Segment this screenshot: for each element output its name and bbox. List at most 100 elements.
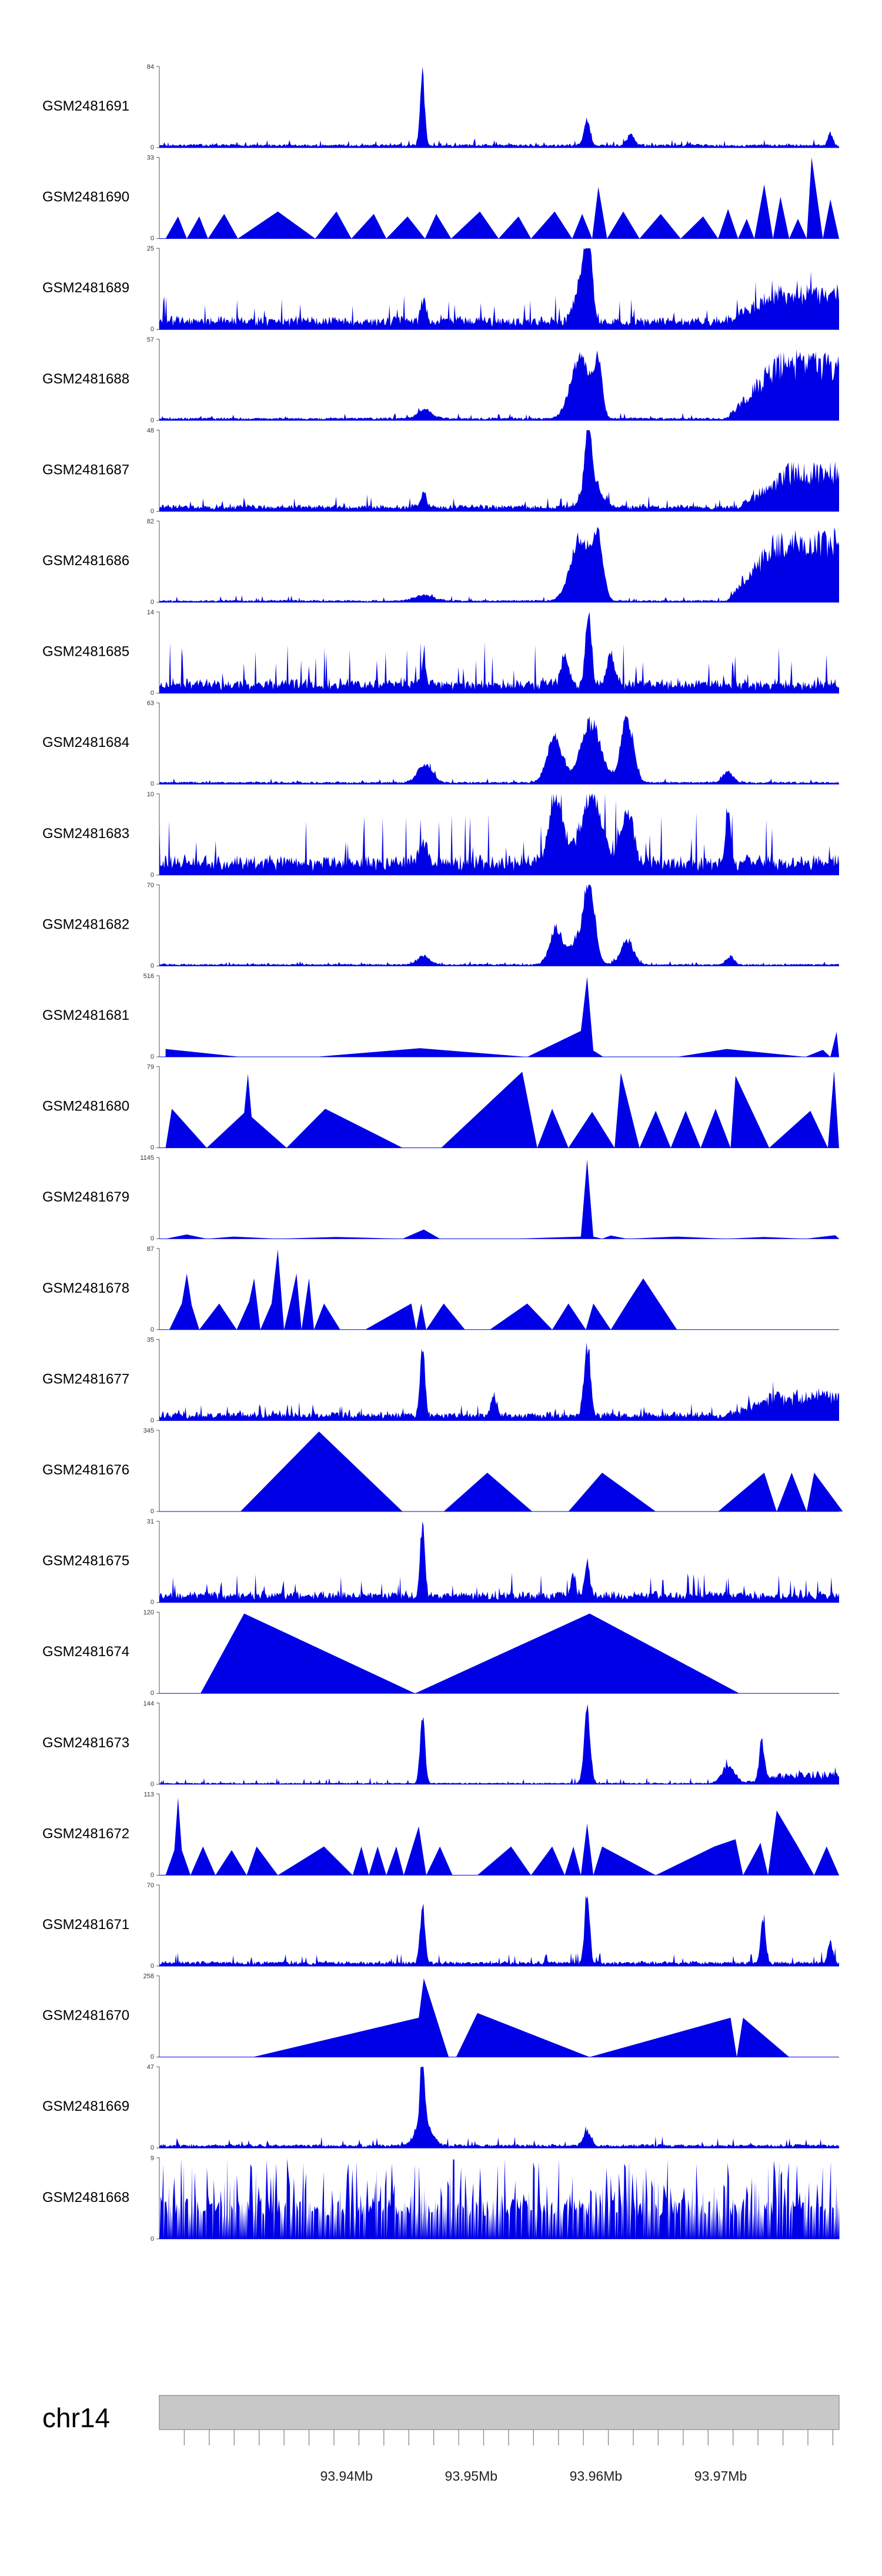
chromosome-label: chr14 (42, 2403, 110, 2433)
track-label: GSM2481682 (42, 916, 129, 932)
track-gsm2481668: GSM2481668 9 0 (42, 2155, 840, 2243)
track-label: GSM2481687 (42, 462, 129, 478)
track-zero-label: 0 (151, 1144, 154, 1152)
track-zero-label: 0 (151, 1690, 154, 1697)
track-max-label: 79 (147, 1064, 154, 1071)
genome-axis: chr14 93.94Mb 93.95Mb 93.96Mb 93.97Mb (42, 2395, 840, 2484)
track-zero-label: 0 (151, 872, 154, 879)
track-zero-label: 0 (151, 690, 154, 697)
track-coverage-area (253, 1978, 790, 2057)
track-label: GSM2481671 (42, 1917, 129, 1933)
track-zero-label: 0 (151, 1235, 154, 1242)
track-gsm2481669: GSM2481669 47 0 (42, 2064, 839, 2151)
track-label: GSM2481670 (42, 2008, 129, 2024)
track-gsm2481675: GSM2481675 31 0 (42, 1519, 839, 1606)
track-coverage-area (159, 793, 839, 875)
chromosome-ideogram-bar (159, 2395, 840, 2430)
track-coverage-area (159, 248, 839, 330)
track-label: GSM2481675 (42, 1553, 129, 1569)
track-label: GSM2481683 (42, 826, 129, 842)
track-coverage-area (165, 976, 840, 1057)
track-coverage-area (165, 1159, 840, 1239)
track-zero-label: 0 (151, 1871, 154, 1878)
track-coverage-area (159, 66, 839, 148)
track-max-label: 84 (147, 64, 154, 71)
track-max-label: 70 (147, 1882, 154, 1889)
track-label: GSM2481673 (42, 1735, 129, 1751)
track-label: GSM2481680 (42, 1099, 129, 1115)
track-max-label: 258 (143, 1973, 154, 1980)
track-max-label: 14 (147, 609, 154, 616)
track-label: GSM2481685 (42, 644, 129, 660)
track-coverage-area (159, 715, 839, 785)
track-zero-label: 0 (151, 326, 154, 333)
track-max-label: 48 (147, 427, 154, 434)
axis-tick-label: 93.96Mb (570, 2468, 623, 2484)
track-coverage-area (165, 1797, 840, 1876)
track-coverage-area (159, 1342, 839, 1421)
track-max-label: 33 (147, 155, 154, 162)
axis-ticks: 93.94Mb 93.95Mb 93.96Mb 93.97Mb (183, 2430, 834, 2484)
track-gsm2481677: GSM2481677 35 0 (42, 1336, 839, 1424)
track-coverage-area (165, 1070, 840, 1148)
track-coverage-area (159, 1521, 839, 1603)
track-coverage-area (159, 2158, 840, 2239)
track-zero-label: 0 (151, 1417, 154, 1424)
track-zero-label: 0 (151, 599, 154, 606)
track-max-label: 25 (147, 245, 154, 252)
track-max-label: 516 (143, 973, 154, 980)
track-label: GSM2481684 (42, 735, 129, 750)
track-zero-label: 0 (151, 1963, 154, 1970)
track-coverage-area (159, 612, 839, 693)
track-gsm2481683: GSM2481683 10 0 (42, 791, 839, 879)
track-gsm2481690: GSM2481690 33 0 (42, 155, 840, 242)
track-coverage-area (159, 885, 839, 966)
track-coverage-area (159, 1704, 839, 1784)
track-coverage-area (159, 430, 839, 512)
track-gsm2481674: GSM2481674 120 0 (42, 1609, 839, 1697)
track-zero-label: 0 (151, 1326, 154, 1333)
track-max-label: 31 (147, 1519, 154, 1526)
track-gsm2481673: GSM2481673 144 0 (42, 1700, 839, 1788)
track-coverage-area (169, 1249, 677, 1330)
track-label: GSM2481669 (42, 2098, 129, 2114)
track-coverage-area (165, 157, 840, 239)
track-zero-label: 0 (151, 2235, 154, 2243)
track-gsm2481691: GSM2481691 84 0 (42, 64, 839, 151)
track-max-label: 82 (147, 518, 154, 525)
track-coverage-area (159, 349, 839, 421)
track-zero-label: 0 (151, 508, 154, 515)
track-label: GSM2481678 (42, 1280, 129, 1296)
track-label: GSM2481672 (42, 1826, 129, 1841)
axis-tick-label: 93.94Mb (320, 2468, 373, 2484)
track-label: GSM2481686 (42, 553, 129, 569)
track-max-label: 47 (147, 2064, 154, 2071)
track-gsm2481671: GSM2481671 70 0 (42, 1882, 839, 1970)
track-zero-label: 0 (151, 1508, 154, 1515)
track-zero-label: 0 (151, 1599, 154, 1606)
track-label: GSM2481674 (42, 1644, 129, 1660)
track-gsm2481679: GSM2481679 1145 0 (42, 1154, 840, 1242)
track-label: GSM2481690 (42, 189, 129, 205)
track-gsm2481670: GSM2481670 258 0 (42, 1973, 839, 2061)
track-coverage-area (201, 1613, 740, 1694)
track-label: GSM2481668 (42, 2190, 129, 2205)
track-max-label: 10 (147, 791, 154, 798)
track-label: GSM2481676 (42, 1462, 129, 1478)
track-layer: GSM2481691840GSM2481690330GSM2481689250G… (42, 64, 843, 2243)
track-max-label: 113 (143, 1791, 154, 1798)
track-label: GSM2481691 (42, 98, 129, 114)
track-gsm2481678: GSM2481678 87 0 (42, 1246, 839, 1333)
track-zero-label: 0 (151, 144, 154, 151)
track-max-label: 9 (151, 2155, 154, 2162)
track-zero-label: 0 (151, 2054, 154, 2061)
track-max-label: 70 (147, 882, 154, 889)
track-max-label: 35 (147, 1336, 154, 1343)
track-max-label: 120 (143, 1609, 154, 1616)
track-gsm2481685: GSM2481685 14 0 (42, 609, 839, 697)
track-zero-label: 0 (151, 1781, 154, 1788)
track-label: GSM2481688 (42, 371, 129, 387)
axis-tick-label: 93.95Mb (445, 2468, 498, 2484)
track-label: GSM2481681 (42, 1007, 129, 1023)
